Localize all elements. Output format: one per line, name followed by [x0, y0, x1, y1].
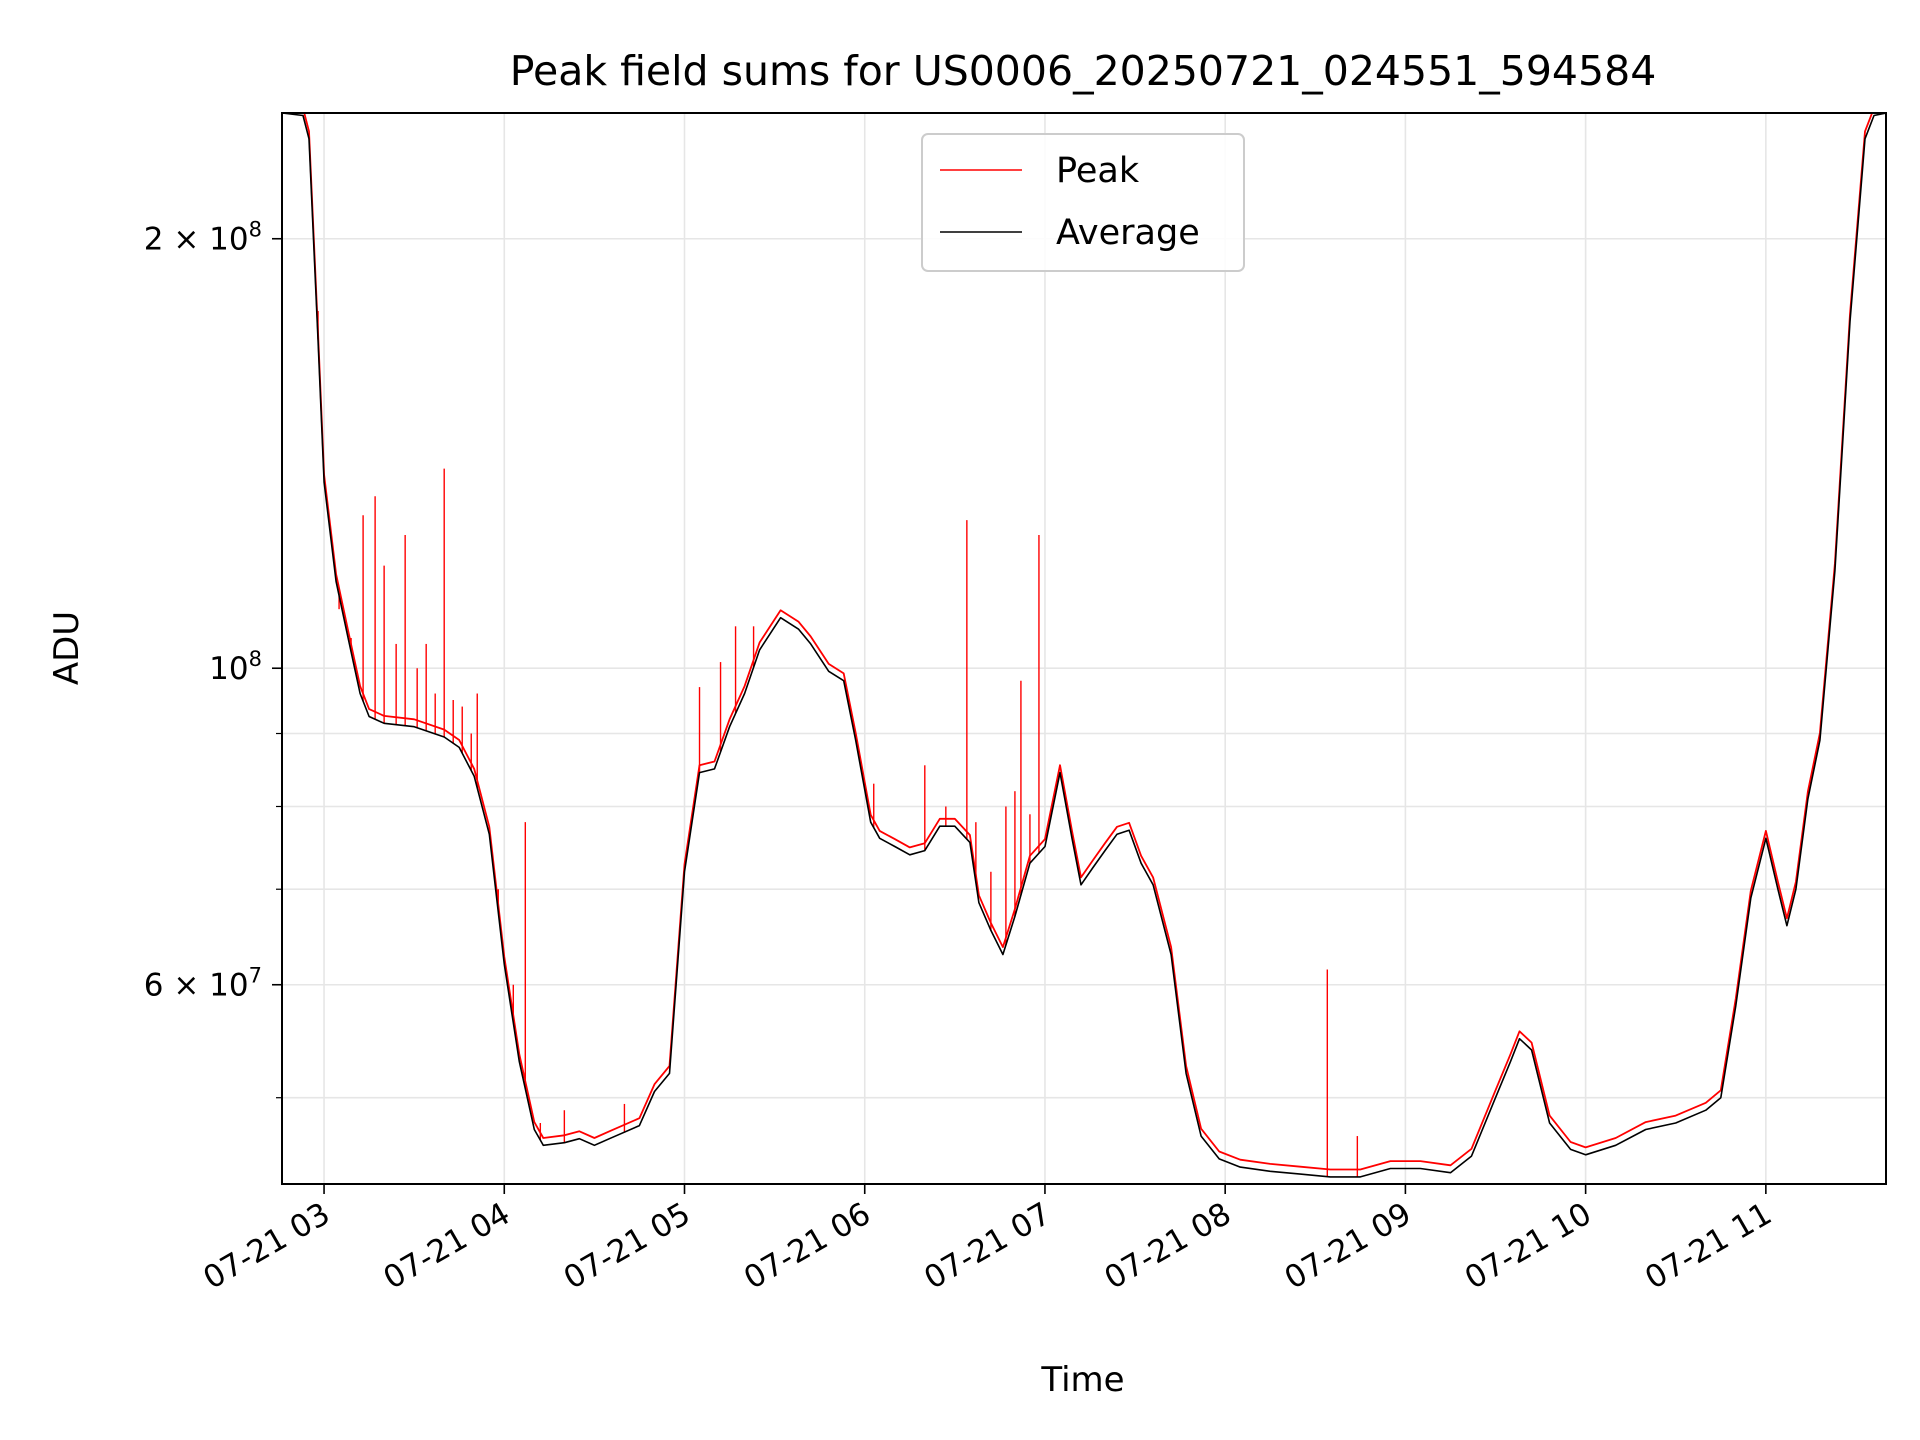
plot-area-frame [281, 112, 1887, 1185]
y-axis-ticks: 108 2 × 108 6 × 107 [144, 218, 282, 1099]
y-tick-label: 2 × 108 [144, 218, 262, 258]
legend-label-average: Average [1056, 213, 1200, 253]
legend-box [921, 133, 1245, 272]
y-axis-label: ADU [47, 611, 87, 685]
x-axis-label: Time [1040, 1360, 1124, 1400]
y-tick-label: 108 [209, 647, 262, 687]
legend-label-peak: Peak [1056, 151, 1140, 191]
chart-title: Peak field sums for US0006_20250721_0245… [510, 47, 1657, 95]
average-series-line [282, 113, 1886, 1178]
plot-series [282, 113, 1886, 1178]
y-tick-label: 6 × 107 [144, 964, 262, 1004]
peak-series-line [303, 113, 1874, 1171]
legend: Peak Average [921, 133, 1245, 272]
